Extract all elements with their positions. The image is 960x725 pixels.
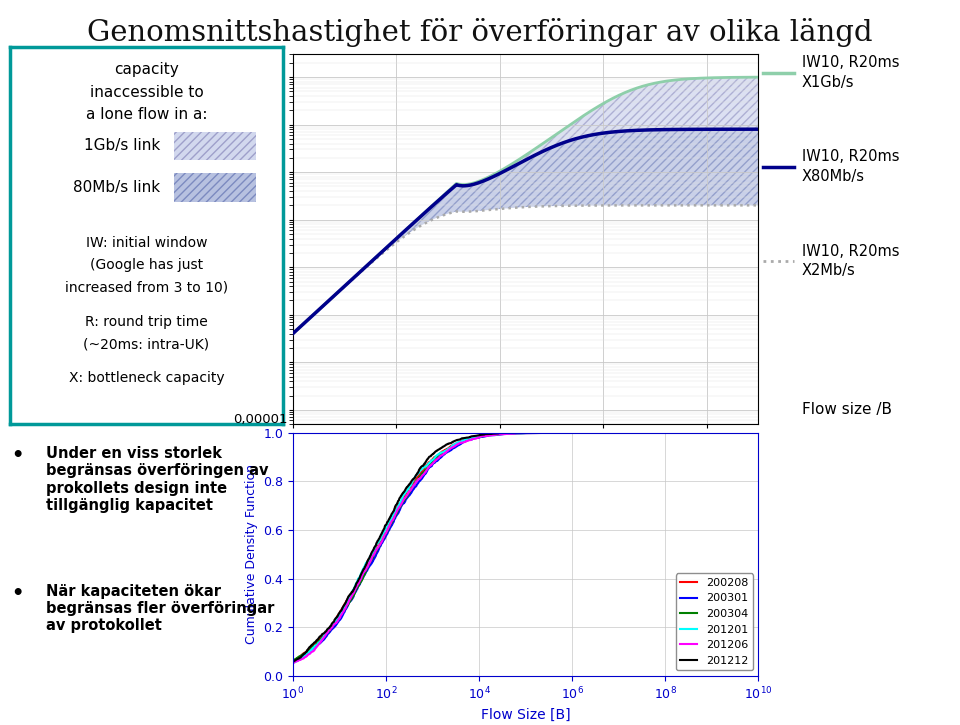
201212 xyxy=(285,659,297,668)
201201 xyxy=(458,436,469,444)
200301 xyxy=(366,560,377,568)
Line: 201201: 201201 xyxy=(210,433,542,676)
201201 xyxy=(405,480,417,489)
Text: X: bottleneck capacity: X: bottleneck capacity xyxy=(68,371,225,386)
Y-axis label: Cumulative Density Function: Cumulative Density Function xyxy=(245,464,257,645)
Text: Under en viss storlek
begränsas överföringen av
prokollets design inte
tillgängl: Under en viss storlek begränsas överföri… xyxy=(46,446,269,513)
Line: 201206: 201206 xyxy=(225,433,542,676)
201212 xyxy=(451,436,463,444)
201206 xyxy=(465,436,476,444)
Text: R: round trip time: R: round trip time xyxy=(85,315,207,329)
200301 xyxy=(284,659,296,668)
Text: När kapaciteten ökar
begränsas fler överföringar
av protokollet: När kapaciteten ökar begränsas fler över… xyxy=(46,584,275,634)
Text: •: • xyxy=(12,446,24,465)
200301 xyxy=(411,480,422,489)
Line: 201212: 201212 xyxy=(189,433,510,676)
Text: Genomsnittshastighet för överföringar av olika längd: Genomsnittshastighet för överföringar av… xyxy=(87,18,873,47)
Line: 200301: 200301 xyxy=(194,433,559,676)
200304 xyxy=(364,560,375,568)
200304 xyxy=(281,659,293,668)
Text: (Google has just: (Google has just xyxy=(90,258,203,273)
200304 xyxy=(204,671,216,680)
201206 xyxy=(287,659,299,668)
200208 xyxy=(361,560,372,568)
Bar xyxy=(174,173,255,202)
Line: 200304: 200304 xyxy=(210,433,532,676)
Line: 200208: 200208 xyxy=(209,433,563,676)
Text: IW10, R20ms
X80Mb/s: IW10, R20ms X80Mb/s xyxy=(802,149,900,184)
200304 xyxy=(408,480,420,489)
201201 xyxy=(364,553,375,562)
Text: IW10, R20ms
X2Mb/s: IW10, R20ms X2Mb/s xyxy=(802,244,900,278)
200304 xyxy=(462,436,473,444)
201212 xyxy=(403,480,415,489)
200208 xyxy=(557,428,568,437)
201201 xyxy=(537,428,548,437)
Text: 1Gb/s link: 1Gb/s link xyxy=(84,138,160,154)
Text: Flow size /B: Flow size /B xyxy=(802,402,892,418)
Text: (~20ms: intra-UK): (~20ms: intra-UK) xyxy=(84,337,209,352)
201206 xyxy=(219,671,230,680)
200208 xyxy=(364,553,375,562)
201212 xyxy=(452,436,464,444)
X-axis label: Flow Size [B]: Flow Size [B] xyxy=(481,708,570,721)
200301 xyxy=(463,436,474,444)
200304 xyxy=(526,428,538,437)
Text: increased from 3 to 10): increased from 3 to 10) xyxy=(65,281,228,295)
201206 xyxy=(465,436,476,444)
200208 xyxy=(460,436,471,444)
200208 xyxy=(406,480,418,489)
Text: inaccessible to: inaccessible to xyxy=(89,85,204,100)
201206 xyxy=(409,480,420,489)
200301 xyxy=(369,553,380,562)
201206 xyxy=(537,428,548,437)
Text: IW: initial window: IW: initial window xyxy=(85,236,207,249)
Text: a lone flow in a:: a lone flow in a: xyxy=(85,107,207,123)
201201 xyxy=(360,560,372,568)
201201 xyxy=(458,436,469,444)
201212 xyxy=(504,428,516,437)
201206 xyxy=(363,560,374,568)
200208 xyxy=(459,436,470,444)
201201 xyxy=(204,671,216,680)
Text: 0,00001: 0,00001 xyxy=(233,413,288,426)
Bar xyxy=(174,132,255,160)
201206 xyxy=(367,553,378,562)
201212 xyxy=(364,553,375,562)
201201 xyxy=(286,659,298,668)
201212 xyxy=(361,560,372,568)
200301 xyxy=(553,428,564,437)
Y-axis label: Ave. rate [Mb/s]: Ave. rate [Mb/s] xyxy=(215,178,230,300)
200208 xyxy=(204,671,215,680)
Text: •: • xyxy=(12,584,24,602)
Text: IW10, R20ms
X1Gb/s: IW10, R20ms X1Gb/s xyxy=(802,55,900,90)
200208 xyxy=(285,659,297,668)
201212 xyxy=(183,671,195,680)
200301 xyxy=(188,671,200,680)
Text: capacity: capacity xyxy=(114,62,179,77)
Legend: 200208, 200301, 200304, 201201, 201206, 201212: 200208, 200301, 200304, 201201, 201206, … xyxy=(676,573,753,670)
200304 xyxy=(367,553,378,562)
200304 xyxy=(462,436,473,444)
Text: 80Mb/s link: 80Mb/s link xyxy=(73,180,160,195)
200301 xyxy=(464,436,475,444)
